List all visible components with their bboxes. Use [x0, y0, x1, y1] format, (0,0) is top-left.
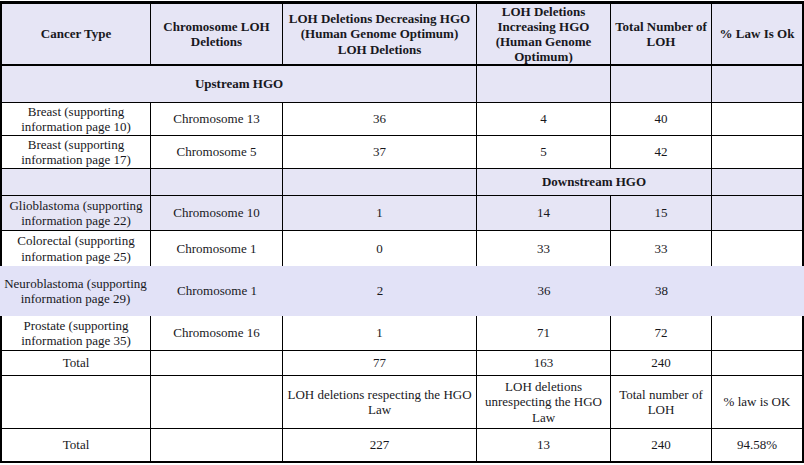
prostate-cancer-type: Prostate (supporting information page 35… — [0, 316, 151, 351]
empty-cell — [712, 196, 804, 231]
header-percent-law-is-ok: % Law Is Ok — [712, 1, 804, 66]
glioblastoma-decreasing: 1 — [283, 196, 477, 231]
glioblastoma-total: 15 — [611, 196, 712, 231]
empty-cell — [712, 266, 804, 316]
prostate-chromosome: Chromosome 16 — [151, 316, 283, 351]
empty-cell — [611, 66, 712, 103]
totals-total: 240 — [611, 351, 712, 376]
breast17-total: 42 — [611, 136, 712, 169]
totals-row-label: Total — [0, 351, 151, 376]
prostate-increasing: 71 — [477, 316, 611, 351]
totals-decreasing: 77 — [283, 351, 477, 376]
neuroblastoma-decreasing: 2 — [283, 266, 477, 316]
neuroblastoma-cancer-type: Neuroblastoma (supporting information pa… — [0, 266, 151, 316]
empty-cell — [151, 169, 283, 196]
empty-cell — [712, 169, 804, 196]
empty-cell — [151, 429, 283, 463]
empty-cell — [0, 376, 151, 429]
colorectal-increasing: 33 — [477, 231, 611, 266]
downstream-hgo-section-label: Downstream HGO — [477, 169, 712, 196]
final-decreasing: 227 — [283, 429, 477, 463]
empty-cell — [712, 231, 804, 266]
loh-cancer-table: Cancer Type Chromosome LOH Deletions LOH… — [0, 1, 804, 463]
empty-cell — [283, 169, 477, 196]
colorectal-chromosome: Chromosome 1 — [151, 231, 283, 266]
glioblastoma-increasing: 14 — [477, 196, 611, 231]
breast17-increasing: 5 — [477, 136, 611, 169]
prostate-total: 72 — [611, 316, 712, 351]
breast10-chromosome: Chromosome 13 — [151, 103, 283, 136]
final-increasing: 13 — [477, 429, 611, 463]
final-row-label: Total — [0, 429, 151, 463]
neuroblastoma-increasing: 36 — [477, 266, 611, 316]
header-loh-deletions-decreasing-hgo: LOH Deletions Decreasing HGO (Human Geno… — [283, 1, 477, 66]
empty-cell — [712, 66, 804, 103]
breast10-decreasing: 36 — [283, 103, 477, 136]
empty-cell — [151, 376, 283, 429]
final-law-percentage: 94.58% — [712, 429, 804, 463]
header-loh-deletions-increasing-hgo: LOH Deletions Increasing HGO (Human Geno… — [477, 1, 611, 66]
footer-label-law-ok: % law is OK — [712, 376, 804, 429]
empty-cell — [151, 351, 283, 376]
totals-increasing: 163 — [477, 351, 611, 376]
glioblastoma-cancer-type: Glioblastoma (supporting information pag… — [0, 196, 151, 231]
breast10-cancer-type: Breast (supporting information page 10) — [0, 103, 151, 136]
neuroblastoma-total: 38 — [611, 266, 712, 316]
final-total: 240 — [611, 429, 712, 463]
colorectal-cancer-type: Colorectal (supporting information page … — [0, 231, 151, 266]
breast17-cancer-type: Breast (supporting information page 17) — [0, 136, 151, 169]
footer-label-respecting: LOH deletions respecting the HGO Law — [283, 376, 477, 429]
breast17-decreasing: 37 — [283, 136, 477, 169]
neuroblastoma-chromosome: Chromosome 1 — [151, 266, 283, 316]
breast10-increasing: 4 — [477, 103, 611, 136]
empty-cell — [712, 351, 804, 376]
colorectal-total: 33 — [611, 231, 712, 266]
empty-cell — [477, 66, 611, 103]
footer-label-unrespecting: LOH deletions unrespecting the HGO Law — [477, 376, 611, 429]
header-total-number-of-loh: Total Number of LOH — [611, 1, 712, 66]
empty-cell — [712, 103, 804, 136]
empty-cell — [712, 136, 804, 169]
footer-label-total-loh: Total number of LOH — [611, 376, 712, 429]
header-chromosome-loh-deletions: Chromosome LOH Deletions — [151, 1, 283, 66]
upstream-hgo-section-label: Upstream HGO — [0, 66, 477, 103]
empty-cell — [712, 316, 804, 351]
prostate-decreasing: 1 — [283, 316, 477, 351]
breast17-chromosome: Chromosome 5 — [151, 136, 283, 169]
glioblastoma-chromosome: Chromosome 10 — [151, 196, 283, 231]
empty-cell — [0, 169, 151, 196]
colorectal-decreasing: 0 — [283, 231, 477, 266]
breast10-total: 40 — [611, 103, 712, 136]
header-cancer-type: Cancer Type — [0, 1, 151, 66]
